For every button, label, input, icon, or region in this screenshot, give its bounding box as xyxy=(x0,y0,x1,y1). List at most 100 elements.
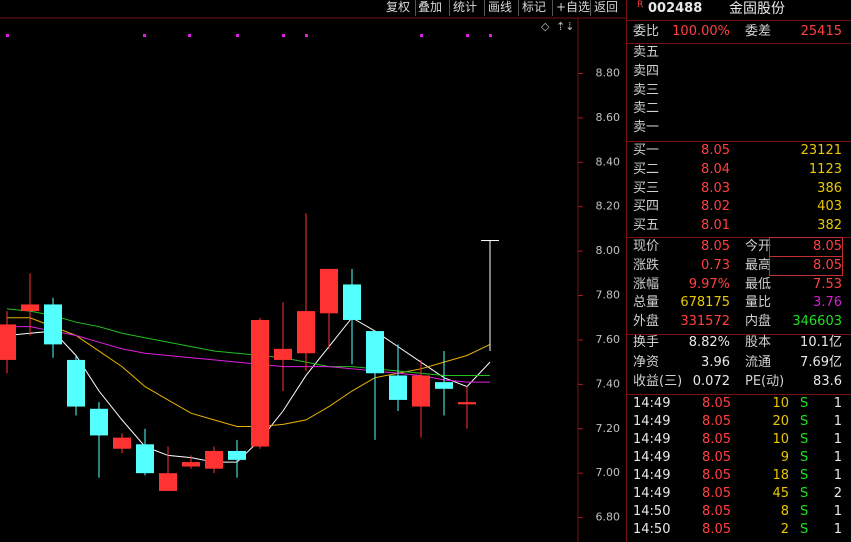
field-value: 678175 xyxy=(680,295,730,311)
toolbar-button[interactable]: +自选 xyxy=(556,0,591,14)
field-label: 最高 xyxy=(745,257,772,273)
ask-label: 卖三 xyxy=(633,82,660,98)
trade-time: 14:49 xyxy=(633,432,671,447)
candle-body xyxy=(0,324,16,360)
toolbar-divider xyxy=(484,0,485,16)
field-label: 现价 xyxy=(633,239,660,254)
market-flag: R xyxy=(637,0,644,10)
trade-time: 14:49 xyxy=(633,450,671,465)
trade-time: 14:49 xyxy=(633,396,671,411)
trade-price: 8.05 xyxy=(702,468,731,483)
bid-price: 8.03 xyxy=(701,180,730,196)
separator xyxy=(627,237,851,238)
field-label: 流通 xyxy=(745,354,772,370)
toolbar-button[interactable]: 返回 xyxy=(594,0,619,14)
trade-volume: 8 xyxy=(780,504,789,519)
field-label: 总量 xyxy=(633,295,660,311)
field-value: 0.072 xyxy=(692,374,730,389)
trade-price: 8.05 xyxy=(702,504,731,519)
ask-label: 卖五 xyxy=(633,45,660,60)
field-value: 8.05 xyxy=(769,237,843,257)
candle-body xyxy=(251,319,269,447)
trade-side: S xyxy=(800,522,809,537)
moving-average xyxy=(7,317,491,428)
ask-label: 卖一 xyxy=(633,120,660,136)
bid-price: 8.04 xyxy=(701,161,730,177)
candle-body xyxy=(113,437,131,449)
trade-volume: 9 xyxy=(780,450,789,465)
candle-body xyxy=(366,331,384,374)
scroll-icon[interactable]: ⇡⇣ xyxy=(556,20,574,33)
candle-body xyxy=(274,348,292,360)
candle-body xyxy=(90,408,108,436)
field-value: 10.1亿 xyxy=(800,335,842,350)
field-value: 83.6 xyxy=(813,374,842,389)
y-tick-label: 8.80 xyxy=(596,67,621,80)
field-label: 涨幅 xyxy=(633,276,660,292)
bid-label: 买五 xyxy=(633,218,660,234)
trade-time: 14:49 xyxy=(633,414,671,429)
toolbar-divider xyxy=(415,0,416,16)
candle-body xyxy=(21,304,39,312)
separator xyxy=(627,43,851,44)
separator xyxy=(627,394,851,395)
field-value: 331572 xyxy=(680,314,730,330)
toolbar-button[interactable]: 叠加 xyxy=(418,0,443,14)
separator xyxy=(627,141,851,142)
candle-body xyxy=(159,473,177,491)
field-label: 净资 xyxy=(633,354,660,370)
trade-side: S xyxy=(800,414,809,429)
ask-label: 卖四 xyxy=(633,63,660,79)
trade-side: S xyxy=(800,468,809,483)
field-value: 0.73 xyxy=(701,257,730,273)
trade-count: 1 xyxy=(833,450,842,465)
candle-body xyxy=(389,375,407,400)
bid-label: 买一 xyxy=(633,143,660,158)
trade-side: S xyxy=(800,396,809,411)
bid-volume: 1123 xyxy=(808,161,842,177)
trade-volume: 20 xyxy=(772,414,789,429)
field-value: 8.05 xyxy=(701,239,730,254)
shape-icon[interactable]: ◇ xyxy=(541,20,550,33)
trade-side: S xyxy=(800,450,809,465)
toolbar-button[interactable]: 复权 xyxy=(386,0,411,14)
field-value: 3.96 xyxy=(701,354,730,370)
ask-label: 卖二 xyxy=(633,101,660,117)
candle-body xyxy=(136,444,154,474)
bid-price: 8.02 xyxy=(701,199,730,215)
y-tick-label: 8.20 xyxy=(596,200,621,213)
candle-body xyxy=(343,284,361,320)
bid-price: 8.01 xyxy=(701,218,730,234)
candle-body xyxy=(44,304,62,345)
candle-body xyxy=(320,268,338,314)
field-label: 今开 xyxy=(745,239,772,254)
trade-time: 14:50 xyxy=(633,504,671,519)
y-tick-label: 8.60 xyxy=(596,111,621,124)
trade-count: 1 xyxy=(833,504,842,519)
bid-volume: 386 xyxy=(817,180,842,196)
trade-volume: 10 xyxy=(772,396,789,411)
trade-count: 1 xyxy=(833,414,842,429)
bid-volume: 403 xyxy=(817,199,842,215)
trade-time: 14:50 xyxy=(633,522,671,537)
trade-volume: 2 xyxy=(780,522,789,537)
field-label: 外盘 xyxy=(633,314,660,330)
trade-time: 14:49 xyxy=(633,468,671,483)
field-value: 3.76 xyxy=(813,295,842,311)
toolbar-button[interactable]: 统计 xyxy=(453,0,478,14)
field-value: 9.97% xyxy=(688,276,730,292)
field-label: 换手 xyxy=(633,335,660,350)
trade-price: 8.05 xyxy=(702,396,731,411)
trade-count: 1 xyxy=(833,522,842,537)
bid-label: 买二 xyxy=(633,161,660,177)
toolbar-button[interactable]: 标记 xyxy=(522,0,547,14)
trade-side: S xyxy=(800,504,809,519)
separator xyxy=(627,20,851,21)
moving-average xyxy=(7,326,490,383)
y-tick-label: 7.60 xyxy=(596,333,621,346)
candle-body xyxy=(228,450,246,460)
toolbar-button[interactable]: 画线 xyxy=(488,0,513,14)
field-value: 8.82% xyxy=(688,335,730,350)
trade-count: 1 xyxy=(833,432,842,447)
